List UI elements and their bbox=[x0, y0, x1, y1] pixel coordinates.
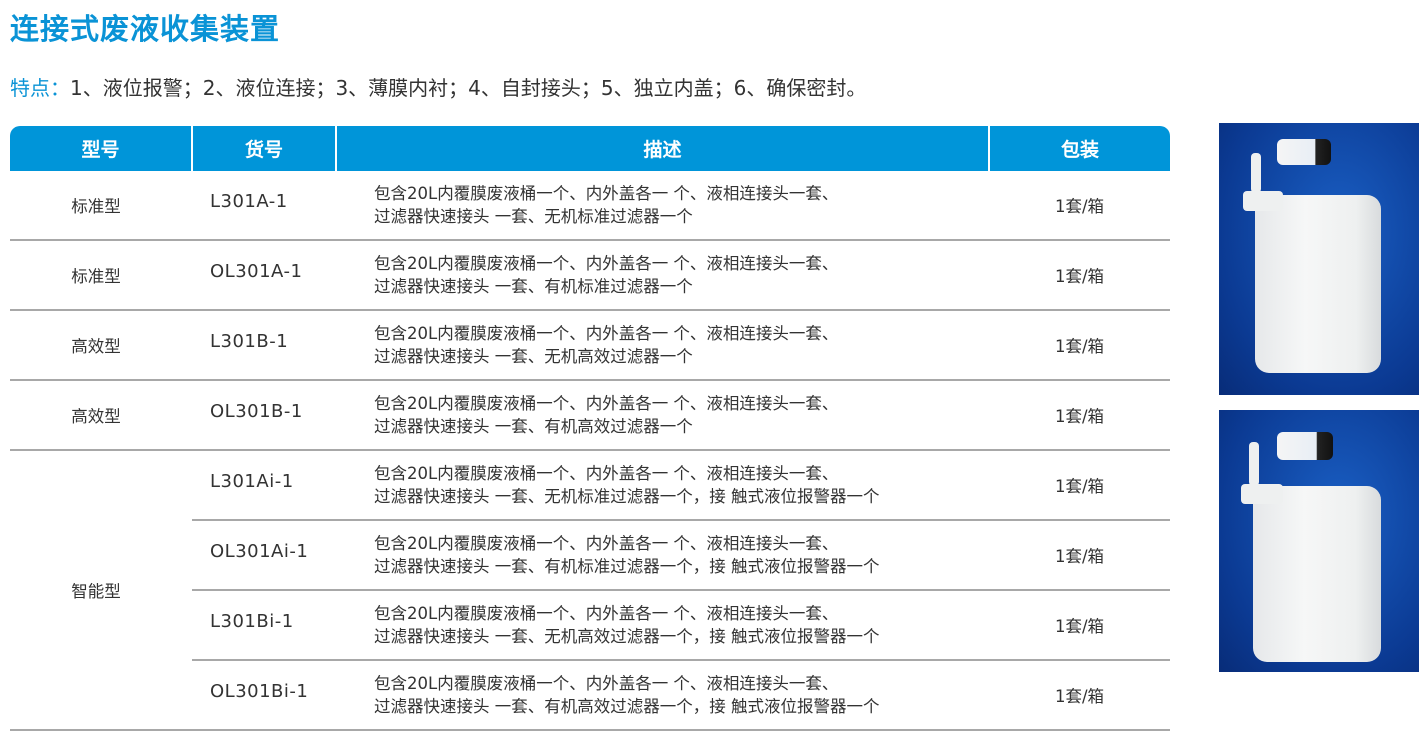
cell-type: 智能型 bbox=[10, 450, 192, 731]
description-line-2: 过滤器快速接头 一套、无机标准过滤器一个，接 触式液位报警器一个 bbox=[374, 487, 880, 506]
cell-description: 包含20L内覆膜废液桶一个、内外盖各一 个、液相连接头一套、 过滤器快速接头 一套… bbox=[336, 310, 989, 381]
cell-description: 包含20L内覆膜废液桶一个、内外盖各一 个、液相连接头一套、过滤器快速接头 一套… bbox=[336, 450, 989, 521]
cell-description: 包含20L内覆膜废液桶一个、内外盖各一 个、液相连接头一套、过滤器快速接头 一套… bbox=[336, 590, 989, 661]
description-line-1: 包含20L内覆膜废液桶一个、内外盖各一 个、液相连接头一套、 bbox=[374, 464, 839, 483]
table-row: L301Bi-1 包含20L内覆膜废液桶一个、内外盖各一 个、液相连接头一套、 过滤… bbox=[10, 590, 1170, 661]
cell-code: OL301A-1 bbox=[192, 240, 336, 311]
description-line-1: 包含20L内覆膜废液桶一个、内外盖各一 个、液相连接头一套、 bbox=[374, 324, 839, 343]
description-line-1: 包含20L内覆膜废液桶一个、内外盖各一 个、液相连接头一套、 bbox=[374, 184, 839, 203]
cell-type: 标准型 bbox=[10, 240, 192, 311]
table-row: 标准型 L301A-1 包含20L内覆膜废液桶一个、内外盖各一 个、液相连接头一套、… bbox=[10, 171, 1170, 241]
cell-code: OL301Bi-1 bbox=[192, 660, 336, 731]
description-line-2: 过滤器快速接头 一套、有机标准过滤器一个，接 触式液位报警器一个 bbox=[374, 557, 880, 576]
table-row: 高效型 L301B-1 包含20L内覆膜废液桶一个、内外盖各一 个、液相连接头一套、… bbox=[10, 310, 1170, 381]
header-code: 货号 bbox=[191, 126, 336, 171]
description-line-2: 过滤器快速接头 一套、有机高效过滤器一个，接 触式液位报警器一个 bbox=[374, 697, 880, 716]
cell-type: 标准型 bbox=[10, 171, 192, 241]
table-header: 型号 货号 描述 包装 bbox=[10, 126, 1170, 171]
header-packaging: 包装 bbox=[988, 126, 1170, 171]
description-line-2: 过滤器快速接头 一套、有机标准过滤器一个 bbox=[374, 277, 693, 296]
cell-packaging: 1套/箱 bbox=[989, 450, 1170, 521]
description-line-2: 过滤器快速接头 一套、无机高效过滤器一个 bbox=[374, 347, 693, 366]
cell-description: 包含20L内覆膜废液桶一个、内外盖各一 个、液相连接头一套、 过滤器快速接头 一套… bbox=[336, 660, 989, 731]
product-photo-2 bbox=[1219, 410, 1419, 672]
cell-type: 高效型 bbox=[10, 310, 192, 381]
cell-packaging: 1套/箱 bbox=[989, 310, 1170, 381]
cell-description: 包含20L内覆膜废液桶一个、内外盖各一 个、液相连接头一套、 过滤器快速接头 一套… bbox=[336, 171, 989, 241]
product-photo-1 bbox=[1219, 123, 1419, 395]
table-row: 高效型 OL301B-1 包含20L内覆膜废液桶一个、内外盖各一 个、液相连接头一套… bbox=[10, 380, 1170, 451]
cell-packaging: 1套/箱 bbox=[989, 380, 1170, 451]
features-line: 特点：1、液位报警；2、液位连接；3、薄膜内衬；4、自封接头；5、独立内盖；6、… bbox=[10, 72, 866, 101]
description-line-1: 包含20L内覆膜废液桶一个、内外盖各一 个、液相连接头一套、 bbox=[374, 604, 839, 623]
header-type: 型号 bbox=[10, 126, 192, 171]
features-text: 1、液位报警；2、液位连接；3、薄膜内衬；4、自封接头；5、独立内盖；6、确保密… bbox=[70, 76, 867, 100]
description-line-1: 包含20L内覆膜废液桶一个、内外盖各一 个、液相连接头一套、 bbox=[374, 534, 839, 553]
cell-code: OL301Ai-1 bbox=[192, 520, 336, 591]
cell-code: L301B-1 bbox=[192, 310, 336, 381]
cell-description: 包含20L内覆膜废液桶一个、内外盖各一 个、液相连接头一套、 过滤器快速接头 一套… bbox=[336, 240, 989, 311]
page-title: 连接式废液收集装置 bbox=[10, 12, 281, 46]
description-line-1: 包含20L内覆膜废液桶一个、内外盖各一 个、液相连接头一套、 bbox=[374, 394, 839, 413]
header-description: 描述 bbox=[335, 126, 989, 171]
cell-packaging: 1套/箱 bbox=[989, 590, 1170, 661]
cell-type: 高效型 bbox=[10, 380, 192, 451]
cell-description: 包含20L内覆膜废液桶一个、内外盖各一 个、液相连接头一套、 过滤器快速接头 一套… bbox=[336, 380, 989, 451]
cell-packaging: 1套/箱 bbox=[989, 660, 1170, 731]
table-row: 标准型 OL301A-1 包含20L内覆膜废液桶一个、内外盖各一 个、液相连接头一套… bbox=[10, 240, 1170, 311]
description-line-2: 过滤器快速接头 一套、有机高效过滤器一个 bbox=[374, 417, 693, 436]
table-row: OL301Ai-1 包含20L内覆膜废液桶一个、内外盖各一 个、液相连接头一套、过… bbox=[10, 520, 1170, 591]
cell-code: L301Bi-1 bbox=[192, 590, 336, 661]
cell-packaging: 1套/箱 bbox=[989, 171, 1170, 241]
cell-code: L301Ai-1 bbox=[192, 450, 336, 521]
cell-packaging: 1套/箱 bbox=[989, 240, 1170, 311]
description-line-1: 包含20L内覆膜废液桶一个、内外盖各一 个、液相连接头一套、 bbox=[374, 254, 839, 273]
description-line-2: 过滤器快速接头 一套、无机高效过滤器一个，接 触式液位报警器一个 bbox=[374, 627, 880, 646]
cell-code: OL301B-1 bbox=[192, 380, 336, 451]
description-line-2: 过滤器快速接头 一套、无机标准过滤器一个 bbox=[374, 207, 693, 226]
cell-description: 包含20L内覆膜废液桶一个、内外盖各一 个、液相连接头一套、过滤器快速接头 一套… bbox=[336, 520, 989, 591]
cell-code: L301A-1 bbox=[192, 171, 336, 241]
cell-packaging: 1套/箱 bbox=[989, 520, 1170, 591]
features-label: 特点： bbox=[10, 76, 70, 100]
